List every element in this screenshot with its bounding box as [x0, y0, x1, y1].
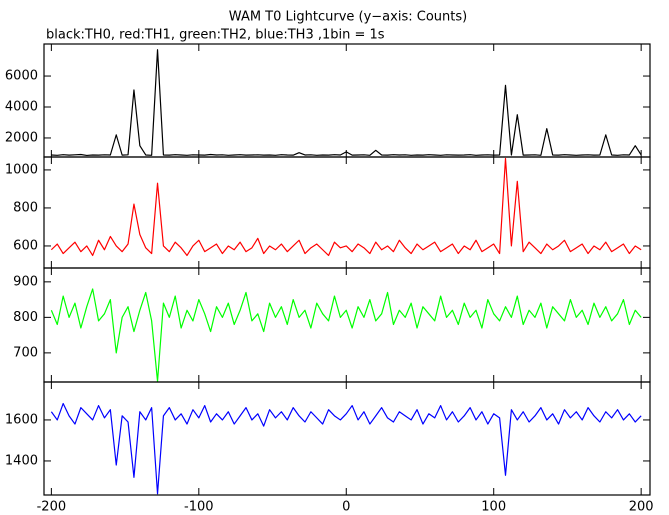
- data-line: [51, 49, 642, 157]
- x-tick-label: 100: [481, 500, 506, 515]
- panel-frame: [43, 156, 651, 269]
- y-tick-label: 1400: [5, 453, 38, 468]
- data-line: [50, 402, 642, 495]
- y-tick-label: 6000: [5, 69, 38, 84]
- chart-title: WAM T0 Lightcurve (y−axis: Counts): [229, 10, 467, 25]
- x-tick-label: 200: [629, 500, 654, 515]
- panel-frame: [43, 381, 651, 496]
- y-tick-label: 800: [13, 310, 38, 325]
- panel-frame: [43, 267, 651, 383]
- chart-subtitle: black:TH0, red:TH1, green:TH2, blue:TH3 …: [46, 28, 385, 43]
- y-tick-label: 1600: [5, 412, 38, 427]
- x-tick-label: 0: [342, 500, 350, 515]
- data-line: [50, 288, 642, 382]
- x-tick-label: -200: [37, 500, 67, 515]
- y-tick-label: 600: [13, 238, 38, 253]
- data-line: [50, 157, 642, 257]
- y-tick-label: 4000: [5, 100, 38, 115]
- y-tick-label: 2000: [5, 130, 38, 145]
- y-tick-label: 1000: [5, 162, 38, 177]
- y-tick-label: 800: [13, 200, 38, 215]
- y-tick-label: 700: [13, 345, 38, 360]
- y-tick-label: 900: [13, 274, 38, 289]
- x-tick-label: -100: [184, 500, 214, 515]
